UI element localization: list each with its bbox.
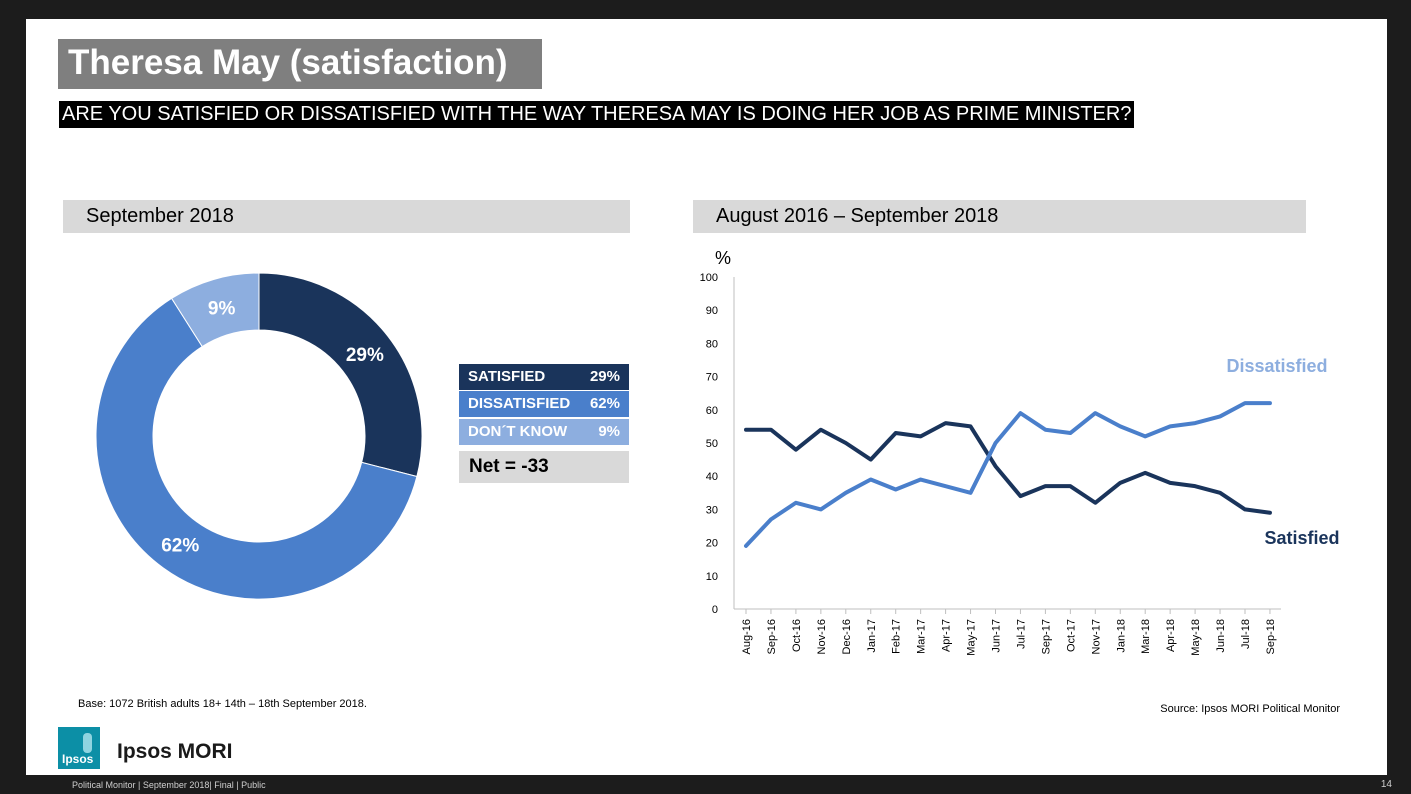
left-panel-header: September 2018 (63, 200, 630, 233)
legend-value: 9% (598, 423, 620, 440)
brand-name: Ipsos MORI (117, 740, 233, 763)
logo-mark-icon (83, 733, 92, 753)
legend-label: SATISFIED (468, 368, 546, 385)
slide-background (26, 19, 1387, 775)
net-score: Net = -33 (459, 451, 629, 483)
legend-label: DISSATISFIED (468, 395, 571, 412)
legend-dont-know: DON´T KNOW 9% (459, 419, 629, 445)
base-note: Base: 1072 British adults 18+ 14th – 18t… (78, 698, 367, 710)
legend-label: DON´T KNOW (468, 423, 568, 440)
page-title: Theresa May (satisfaction) (68, 43, 508, 82)
footer-text: Political Monitor | September 2018| Fina… (72, 780, 266, 790)
ipsos-logo: Ipsos (58, 727, 100, 769)
legend-dissatisfied: DISSATISFIED 62% (459, 391, 629, 417)
legend-value: 62% (589, 395, 620, 412)
right-panel-header: August 2016 – September 2018 (693, 200, 1306, 233)
right-panel-header-label: August 2016 – September 2018 (716, 205, 999, 227)
legend-satisfied: SATISFIED 29% (459, 364, 629, 390)
source-note: Source: Ipsos MORI Political Monitor (1160, 703, 1340, 715)
left-panel-header-label: September 2018 (86, 205, 234, 227)
page-number: 14 (1380, 779, 1392, 790)
logo-text: Ipsos (62, 752, 94, 766)
net-score-label: Net = -33 (469, 456, 549, 477)
legend-value: 29% (589, 368, 620, 385)
question-banner: ARE YOU SATISFIED OR DISSATISFIED WITH T… (59, 101, 1135, 128)
title-box: Theresa May (satisfaction) (58, 39, 542, 89)
